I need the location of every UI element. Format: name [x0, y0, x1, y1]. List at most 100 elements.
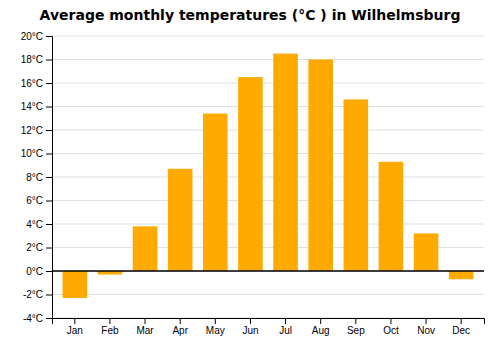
- y-tick: 6°C: [26, 195, 52, 206]
- x-tick-label: Jul: [279, 325, 292, 336]
- grid-line: [52, 83, 484, 84]
- x-tick-mark: [180, 318, 181, 324]
- x-tick-label: Mar: [136, 325, 154, 336]
- x-tick-label: Oct: [383, 325, 399, 336]
- x-tick: Apr: [172, 318, 188, 336]
- x-tick-mark: [355, 318, 356, 324]
- x-tick: Nov: [417, 318, 435, 336]
- x-tick-label: Feb: [101, 325, 119, 336]
- title: Average monthly temperatures (°C ) in Wi…: [40, 7, 461, 23]
- grid-line: [52, 271, 484, 272]
- y-tick-label: 18°C: [21, 54, 43, 65]
- x-tick-label: Sep: [347, 325, 365, 336]
- y-tick: 2°C: [26, 242, 52, 253]
- y-tick-mark: [46, 36, 52, 37]
- y-tick-mark: [46, 224, 52, 225]
- x-tick: Dec: [452, 318, 470, 336]
- bar: [379, 162, 404, 271]
- x-tick-label: Jun: [242, 325, 258, 336]
- y-tick-mark: [46, 107, 52, 108]
- grid-line: [52, 106, 484, 107]
- x-tick-label: Aug: [312, 325, 330, 336]
- y-tick: 16°C: [21, 78, 52, 89]
- x-axis-line: [53, 319, 485, 325]
- y-tick-label: -2°C: [23, 289, 43, 300]
- x-tick: May: [206, 318, 225, 336]
- chart: -4°C -2°C 0°C 2°C 4°C 6°C 8°C 10°C 12°C 14°C 16°C 1…: [0, 0, 500, 350]
- y-axis-line: [46, 37, 53, 319]
- x-tick-mark: [390, 318, 391, 324]
- bar: [449, 271, 474, 279]
- x-tick: Jan: [67, 318, 83, 336]
- y-tick-mark: [46, 201, 52, 202]
- x-tick-mark: [74, 318, 75, 324]
- y-axis: -4°C -2°C 0°C 2°C 4°C 6°C 8°C 10°C 12°C 14°C 16°C 1…: [21, 31, 53, 324]
- y-tick-label: 14°C: [21, 101, 43, 112]
- grid-line: [52, 177, 484, 178]
- x-tick: Aug: [312, 318, 330, 336]
- grid: [52, 36, 484, 318]
- x-tick: Feb: [101, 318, 119, 336]
- y-tick-mark: [46, 177, 52, 178]
- grid-line: [52, 153, 484, 154]
- y-tick-label: 2°C: [26, 242, 43, 253]
- y-tick-mark: [46, 83, 52, 84]
- y-tick-label: 8°C: [26, 172, 43, 183]
- y-tick-label: 10°C: [21, 148, 43, 159]
- x-tick-label: Dec: [452, 325, 470, 336]
- y-tick: 4°C: [26, 219, 52, 230]
- bar: [63, 271, 88, 298]
- x-tick-label: May: [206, 325, 225, 336]
- x-tick-label: Apr: [172, 325, 188, 336]
- y-tick-mark: [46, 248, 52, 249]
- y-tick-mark: [46, 154, 52, 155]
- x-tick-mark: [215, 318, 216, 324]
- x-tick-mark: [109, 318, 110, 324]
- y-tick: -4°C: [23, 313, 52, 324]
- y-tick-label: 12°C: [21, 125, 43, 136]
- zero-line: [52, 270, 484, 272]
- y-tick: 12°C: [21, 125, 52, 136]
- y-tick-label: 16°C: [21, 78, 43, 89]
- x-tick: Sep: [347, 318, 365, 336]
- bar: [308, 60, 333, 272]
- y-tick-mark: [46, 295, 52, 296]
- y-tick: 8°C: [26, 172, 52, 183]
- x-tick: Oct: [383, 318, 399, 336]
- y-tick-label: 20°C: [21, 31, 43, 42]
- y-tick: 18°C: [21, 54, 52, 65]
- y-tick-label: -4°C: [23, 313, 43, 324]
- y-tick-label: 6°C: [26, 195, 43, 206]
- x-tick-mark: [320, 318, 321, 324]
- y-tick: -2°C: [23, 289, 52, 300]
- y-tick-mark: [46, 130, 52, 131]
- grid-line: [52, 130, 484, 131]
- x-tick-label: Nov: [417, 325, 435, 336]
- y-tick-mark: [46, 271, 52, 272]
- y-tick-label: 4°C: [26, 219, 43, 230]
- y-tick: 0°C: [26, 266, 52, 277]
- grid-line: [52, 200, 484, 201]
- bar: [168, 169, 193, 271]
- x-tick-mark: [250, 318, 251, 324]
- bar: [203, 114, 228, 271]
- x-tick: Mar: [136, 318, 154, 336]
- y-tick-mark: [46, 318, 52, 319]
- x-tick: Jul: [279, 318, 292, 336]
- bar: [414, 233, 439, 271]
- x-tick-label: Jan: [67, 325, 83, 336]
- x-tick-mark: [285, 318, 286, 324]
- grid-line: [52, 59, 484, 60]
- bar: [238, 77, 263, 271]
- x-tick-mark: [145, 318, 146, 324]
- bar: [344, 99, 369, 271]
- x-tick: Jun: [242, 318, 258, 336]
- y-tick: 14°C: [21, 101, 52, 112]
- y-tick-label: 0°C: [26, 266, 43, 277]
- bar: [273, 54, 298, 271]
- x-tick-mark: [461, 318, 462, 324]
- grid-line: [52, 224, 484, 225]
- x-axis: Jan Feb Mar Apr May Jun Jul Aug Sep Oct Nov Dec: [53, 318, 485, 336]
- x-tick-mark: [426, 318, 427, 324]
- y-tick: 20°C: [21, 31, 52, 42]
